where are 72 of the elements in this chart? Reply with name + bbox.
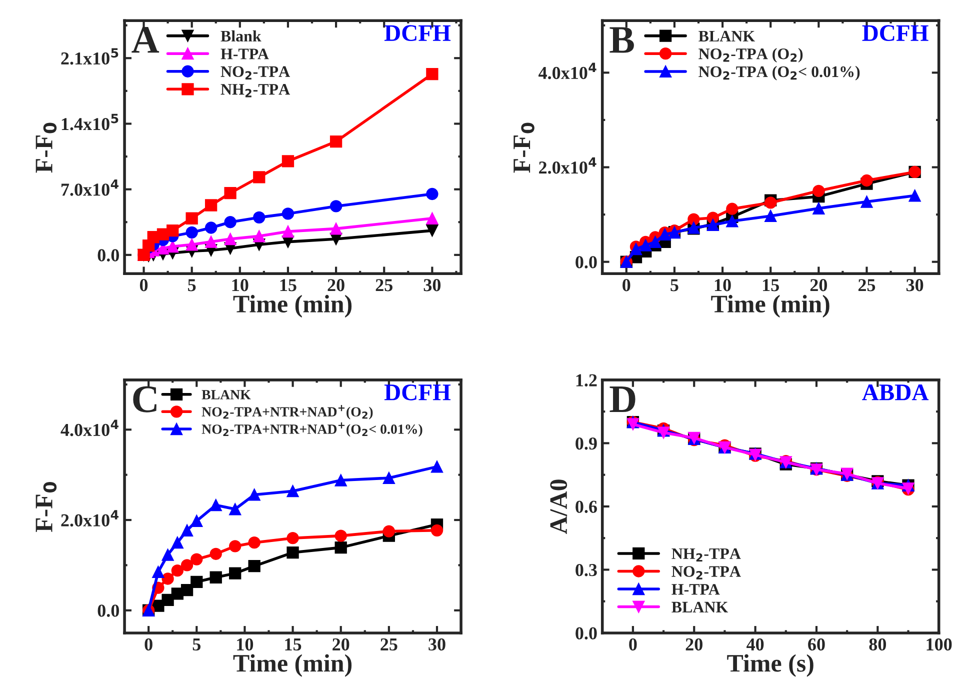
y-axis-title: F-F$_{0}$ (514, 122, 534, 173)
legend-label: NO$_{2}$-TPA (220, 66, 290, 80)
x-tick-label: 15 (285, 638, 302, 651)
x-tick-label: 30 (906, 279, 924, 292)
x-tick-label: 30 (424, 279, 441, 292)
y-tick-label: 0.0 (98, 249, 119, 262)
x-axis-title: Time (min) (233, 654, 352, 677)
x-tick-label: 10 (237, 638, 254, 651)
y-axis-title: F-F$_{0}$ (36, 482, 57, 532)
y-axis-title: A/A0 (550, 480, 568, 534)
y-tick-label: 1.4x10$^{5}$ (62, 114, 118, 130)
x-tick-label: 40 (746, 638, 764, 651)
y-tick-label: 4.0x10$^{4}$ (60, 420, 118, 436)
x-tick-label: 5 (192, 638, 200, 651)
x-tick-label: 0 (622, 279, 630, 292)
x-axis-title: Time (s) (727, 654, 814, 677)
y-tick-label: 4.0x10$^{4}$ (538, 62, 596, 80)
chart-title: D (610, 386, 636, 412)
legend-label: H-TPA (672, 584, 720, 595)
legend-label: NO$_{2}$-TPA (O$_{2}$< 0.01%) (698, 66, 860, 80)
x-axis-title: Time (min) (711, 294, 830, 318)
legend-label: H-TPA (220, 48, 269, 60)
annotation: DCFH (862, 25, 928, 42)
x-tick-label: 0 (629, 638, 637, 651)
x-tick-label: 0 (140, 279, 148, 292)
x-tick-label: 25 (858, 279, 876, 292)
legend-label: BLANK (202, 390, 251, 400)
x-tick-label: 20 (332, 638, 350, 651)
x-tick-label: 0 (144, 638, 152, 651)
legend-label: NH$_{2}$-TPA (672, 548, 741, 562)
y-tick-label: 0.0 (576, 256, 597, 268)
x-tick-label: 10 (714, 279, 731, 292)
y-tick-label: 0.0 (576, 627, 597, 640)
legend-label: Blank (220, 30, 262, 42)
x-axis-title: Time (min) (233, 294, 352, 318)
x-tick-label: 25 (380, 638, 398, 651)
legend-label: NO$_{2}$-TPA+NTR+NAD$^{+}$(O$_{2}$< 0.01%) (202, 422, 422, 437)
legend-label: BLANK (672, 602, 728, 612)
x-tick-label: 15 (763, 279, 779, 292)
chart-title: B (610, 27, 634, 53)
legend-label: NH$_{2}$-TPA (220, 84, 290, 98)
legend-label: NO$_{2}$-TPA+NTR+NAD$^{+}$(O$_{2}$) (202, 404, 373, 420)
x-tick-label: 20 (810, 279, 828, 292)
chart-title: A (132, 27, 160, 53)
y-axis-title: F-F$_{0}$ (36, 122, 57, 173)
x-tick-label: 80 (869, 638, 886, 651)
x-tick-label: 15 (280, 279, 296, 292)
x-tick-label: 5 (188, 279, 196, 292)
annotation: DCFH (384, 25, 451, 42)
y-tick-label: 0.9 (576, 437, 597, 450)
chart-title: C (133, 386, 156, 412)
x-tick-label: 20 (328, 279, 344, 292)
y-tick-label: 7.0x10$^{4}$ (61, 179, 118, 196)
x-tick-label: 10 (232, 279, 248, 292)
x-tick-label: 20 (686, 638, 702, 651)
y-tick-label: 2.1x10$^{5}$ (61, 48, 118, 65)
x-tick-label: 60 (808, 638, 825, 651)
y-tick-label: 0.3 (576, 564, 597, 576)
annotation: ABDA (862, 384, 929, 400)
y-tick-label: 0.6 (576, 500, 597, 513)
x-tick-label: 25 (376, 279, 392, 292)
legend-label: BLANK (698, 30, 755, 42)
y-tick-label: 2.0x10$^{4}$ (539, 157, 596, 174)
x-tick-label: 30 (428, 638, 446, 651)
y-tick-label: 2.0x10$^{4}$ (61, 510, 118, 527)
legend-label: NO$_{2}$-TPA (O$_{2}$) (698, 48, 803, 62)
y-tick-label: 1.2 (576, 374, 597, 386)
y-tick-label: 0.0 (98, 604, 119, 617)
legend-label: NO$_{2}$-TPA (672, 566, 741, 580)
x-tick-label: 100 (926, 638, 952, 651)
annotation: DCFH (384, 384, 451, 400)
x-tick-label: 5 (670, 279, 678, 292)
